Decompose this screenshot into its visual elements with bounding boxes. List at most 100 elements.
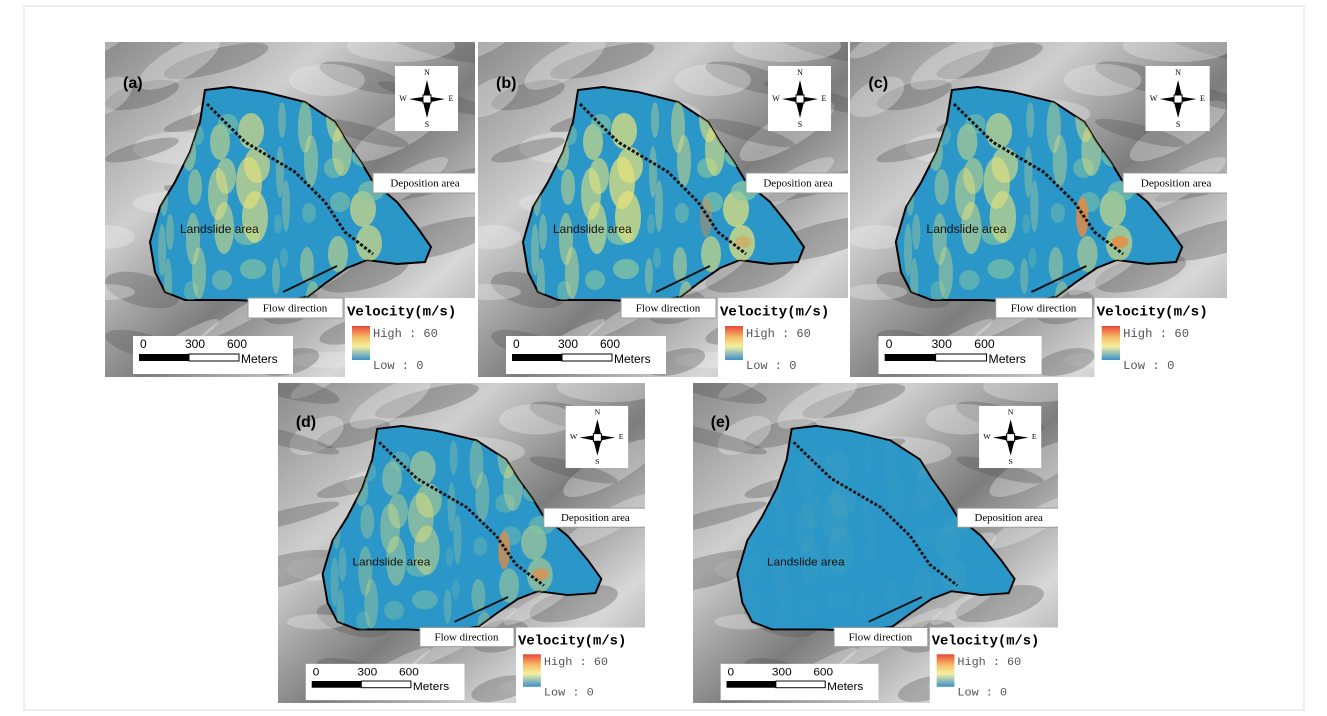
velocity-streak (416, 483, 442, 517)
compass-e: E (619, 432, 624, 441)
map: (b)NSWEDeposition areaLandslide areaFlow… (457, 16, 888, 381)
compass-center (796, 95, 804, 103)
compass-w: W (570, 432, 578, 441)
velocity-streak (803, 494, 823, 528)
velocity-streak (965, 114, 985, 134)
velocity-streak (645, 258, 653, 294)
velocity-streak (475, 472, 489, 522)
map: (c)NSWEDeposition areaLandslide areaFlow… (842, 16, 1281, 381)
scale-unit: Meters (614, 352, 651, 366)
scale-tick: 300 (185, 337, 205, 351)
figure: (a)NSWEDeposition areaLandslide areaFlow… (0, 0, 1327, 711)
velocity-peak (700, 197, 712, 237)
velocity-streak (212, 270, 232, 290)
landslide-label: Landslide area (767, 556, 845, 569)
velocity-streak (331, 557, 339, 607)
velocity-streak (1026, 102, 1034, 138)
velocity-streak (651, 102, 659, 138)
panel-label: (c) (868, 74, 888, 92)
velocity-streak (280, 248, 288, 268)
scale-unit: Meters (827, 680, 863, 693)
velocity-streak (887, 537, 901, 556)
compass-e: E (1200, 94, 1205, 103)
velocity-streak (444, 589, 452, 623)
velocity-streak (591, 114, 611, 134)
velocity-streak (701, 236, 721, 272)
velocity-streak (889, 472, 903, 522)
scale-tick: 300 (932, 337, 953, 351)
legend-ramp (937, 654, 955, 686)
velocity-streak (448, 482, 456, 532)
legend-title: Velocity(m/s) (720, 305, 829, 321)
velocity-streak (360, 504, 374, 538)
scale-tick: 300 (357, 666, 377, 679)
scale-tick: 600 (227, 337, 247, 351)
velocity-streak (988, 259, 1014, 279)
velocity-streak (585, 270, 605, 290)
compass-n: N (595, 407, 601, 416)
scale-tick: 0 (513, 337, 520, 351)
scale-tick: 0 (728, 666, 735, 679)
landslide-label: Landslide area (352, 556, 431, 569)
velocity-streak (589, 158, 609, 194)
velocity-streak (647, 214, 655, 234)
velocity-streak (1022, 214, 1030, 234)
velocity-streak (864, 440, 872, 474)
scale-tick: 600 (600, 337, 620, 351)
velocity-streak (364, 579, 378, 629)
compass-center (1174, 95, 1182, 103)
velocity-streak (304, 135, 318, 187)
velocity-streak (539, 214, 547, 250)
terrain (1064, 64, 1141, 96)
legend-low: Low : 0 (746, 359, 796, 373)
scale-tick: 0 (313, 666, 320, 679)
legend-low: Low : 0 (957, 687, 1007, 700)
scale-unit: Meters (989, 352, 1026, 366)
legend-low: Low : 0 (544, 686, 594, 700)
legend-ramp (352, 326, 370, 360)
terrain (289, 64, 365, 96)
velocity-peak (533, 568, 549, 579)
scale-bar-light (189, 354, 239, 361)
scale-tick: 0 (886, 337, 893, 351)
velocity-streak (779, 579, 793, 629)
velocity-streak (216, 158, 236, 194)
flow-label: Flow direction (849, 632, 913, 644)
velocity-streak (192, 247, 206, 299)
landslide-label: Landslide area (926, 222, 1006, 236)
map-panel: (b)NSWEDeposition areaLandslide areaFlow… (457, 16, 888, 381)
scale-bar-light (361, 681, 411, 688)
velocity-streak (240, 259, 266, 279)
velocity-streak (390, 452, 410, 471)
velocity-streak (904, 224, 912, 276)
scale-bar-dark (139, 354, 189, 361)
legend-title: Velocity(m/s) (932, 635, 1040, 650)
velocity-streak (282, 180, 290, 232)
velocity-streak (941, 558, 967, 592)
velocity-streak (804, 452, 824, 471)
velocity-streak (218, 114, 238, 134)
map: (d)NSWEDeposition areaLandslide areaFlow… (216, 359, 664, 708)
velocity-streak (384, 601, 404, 620)
velocity-streak (272, 258, 280, 294)
flow-label: Flow direction (435, 632, 500, 644)
legend-high: High : 60 (544, 655, 608, 669)
map-panel: (a)NSWEDeposition areaLandslide areaFlow… (71, 16, 502, 381)
velocity-streak (473, 537, 487, 556)
compass-s: S (595, 457, 599, 466)
velocity-streak (858, 589, 866, 623)
deposition-label: Deposition area (1141, 178, 1212, 190)
scale-tick: 600 (399, 666, 419, 679)
map: (e)NSWEDeposition areaLandslide areaFlow… (645, 359, 1091, 708)
panel-label: (b) (496, 75, 516, 92)
velocity-streak (912, 214, 920, 250)
velocity-streak (915, 526, 935, 545)
velocity-streak (452, 580, 460, 599)
velocity-streak (1024, 146, 1032, 198)
velocity-peak (1076, 197, 1088, 237)
scale-bar-dark (727, 681, 776, 688)
velocity-streak (328, 236, 348, 272)
scale-bar-light (562, 354, 612, 361)
velocity-streak (753, 547, 761, 581)
velocity-streak (565, 247, 579, 299)
